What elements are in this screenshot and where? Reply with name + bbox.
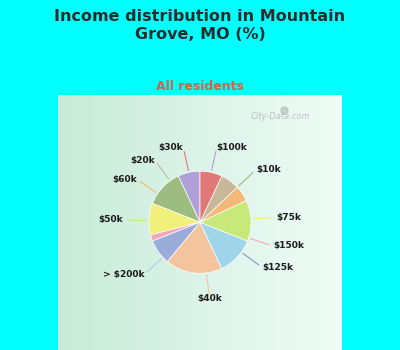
Text: $30k: $30k — [159, 143, 183, 152]
Wedge shape — [149, 203, 200, 235]
Wedge shape — [152, 176, 200, 222]
Text: All residents: All residents — [156, 80, 244, 93]
Text: $75k: $75k — [276, 213, 301, 222]
Wedge shape — [200, 176, 237, 222]
Wedge shape — [200, 222, 248, 268]
Text: Income distribution in Mountain
Grove, MO (%): Income distribution in Mountain Grove, M… — [54, 9, 346, 42]
Wedge shape — [178, 171, 200, 222]
Wedge shape — [168, 222, 222, 273]
Wedge shape — [200, 171, 222, 222]
Wedge shape — [200, 201, 251, 241]
Text: $60k: $60k — [112, 175, 137, 184]
Text: City-Data.com: City-Data.com — [250, 112, 310, 121]
Wedge shape — [150, 222, 200, 241]
Text: $150k: $150k — [273, 241, 304, 251]
Wedge shape — [152, 222, 200, 261]
Wedge shape — [200, 187, 246, 222]
Text: $40k: $40k — [197, 294, 222, 303]
Text: $100k: $100k — [217, 143, 248, 152]
Text: > $200k: > $200k — [103, 270, 144, 279]
Text: $125k: $125k — [262, 263, 293, 272]
Text: $20k: $20k — [130, 156, 155, 165]
Text: $50k: $50k — [99, 215, 123, 224]
Text: $10k: $10k — [256, 165, 280, 174]
